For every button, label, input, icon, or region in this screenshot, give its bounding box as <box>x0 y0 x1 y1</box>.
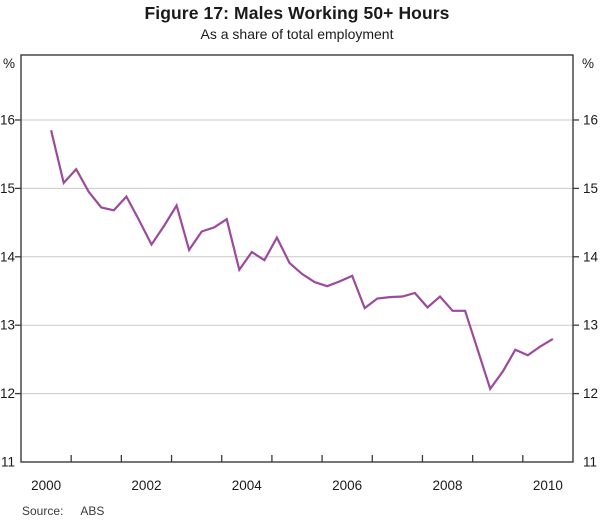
y-axis-label-left-14: 14 <box>0 249 15 264</box>
series-males-working-50plus-hours-share <box>50 129 554 392</box>
source-note: Source: ABS <box>22 504 104 518</box>
y-axis-label-left-11: 11 <box>1 455 15 470</box>
source-value: ABS <box>80 504 105 518</box>
y-axis-label-left-13: 13 <box>0 318 15 333</box>
x-axis-label-2004: 2004 <box>232 478 263 493</box>
chart-title: Figure 17: Males Working 50+ Hours <box>144 3 450 23</box>
y-axis-unit-left: % <box>2 56 15 71</box>
y-axis-label-right-13: 13 <box>583 318 598 333</box>
plot-frame <box>20 54 574 463</box>
y-axis-label-right-14: 14 <box>583 249 599 264</box>
chart-subtitle: As a share of total employment <box>200 26 394 42</box>
y-axis-label-left-15: 15 <box>0 181 15 196</box>
x-axis-label-2008: 2008 <box>433 478 463 493</box>
source-label: Source: <box>22 504 64 518</box>
y-axis-label-right-15: 15 <box>583 181 598 196</box>
chart-header: Figure 17: Males Working 50+ Hours As a … <box>0 0 594 42</box>
y-axis-label-right-16: 16 <box>583 112 598 127</box>
y-axis-label-right-11: 11 <box>583 455 597 470</box>
x-axis-label-2002: 2002 <box>131 478 161 493</box>
y-axis-label-right-12: 12 <box>583 386 598 401</box>
x-axis-label-2000: 2000 <box>31 478 61 493</box>
y-axis-label-left-12: 12 <box>0 386 15 401</box>
x-axis-label-2010: 2010 <box>533 478 563 493</box>
y-axis-label-left-16: 16 <box>0 112 15 127</box>
y-axis-unit-right: % <box>582 56 595 71</box>
x-axis-label-2006: 2006 <box>332 478 362 493</box>
